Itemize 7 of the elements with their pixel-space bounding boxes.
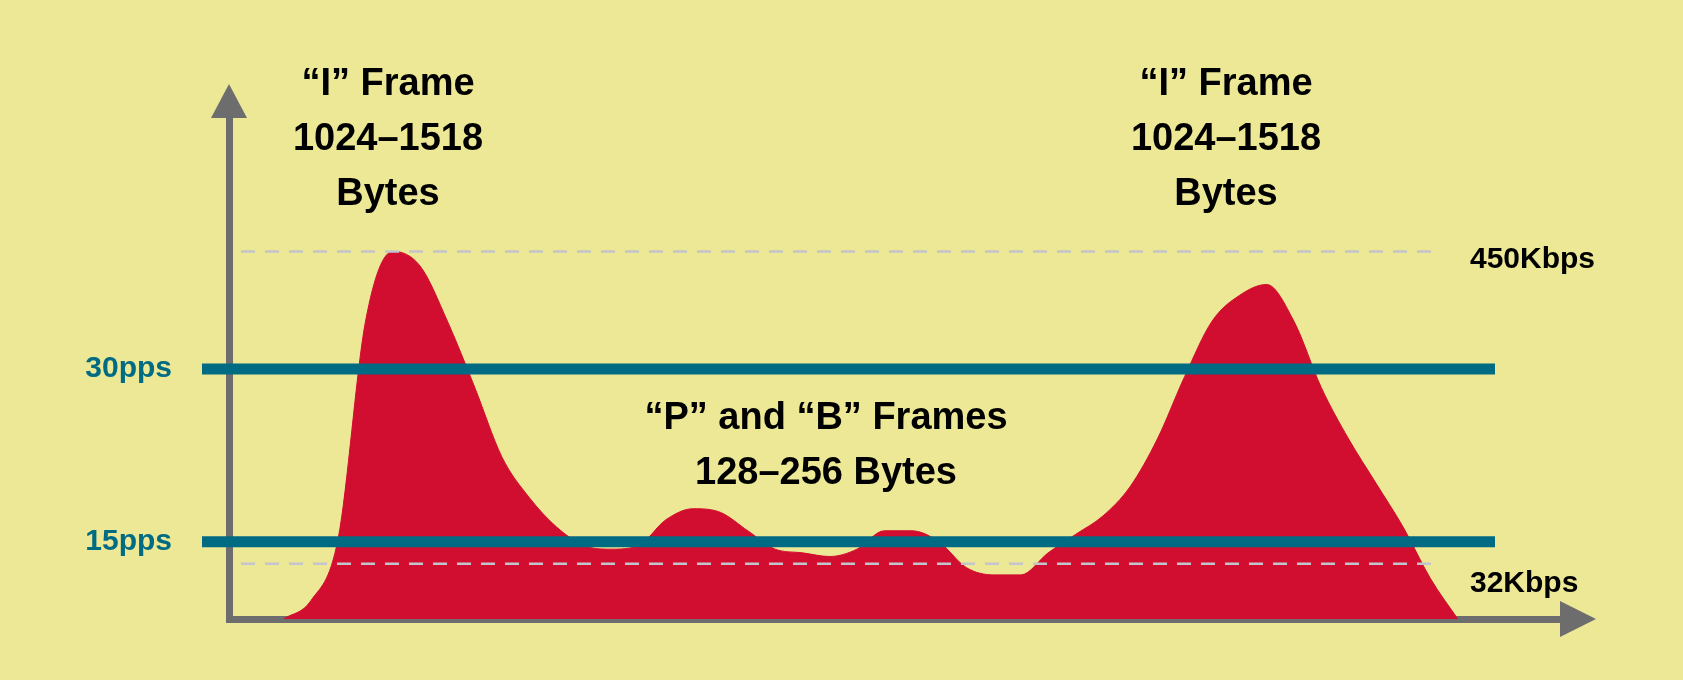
text: “I” Frame 1024–1518 Bytes — [1130, 61, 1322, 214]
ref-line-label: 15pps — [85, 523, 172, 557]
ref-line-label: 450Kbps — [1470, 240, 1596, 274]
annotation: “P” and “B” Frames 128–256 Bytes — [644, 395, 1008, 493]
text: “I” Frame 1024–1518 Bytes — [292, 61, 484, 214]
ref-line-label: 30pps — [85, 350, 172, 384]
ref-line-label: 32Kbps — [1470, 565, 1579, 599]
